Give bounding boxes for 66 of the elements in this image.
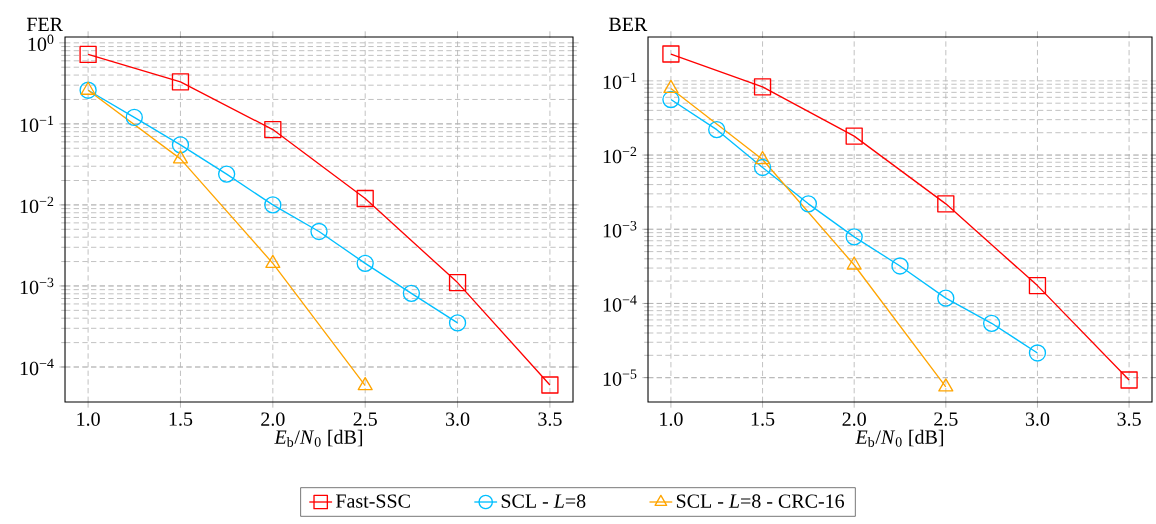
x-tick-label: 1.5 — [751, 412, 775, 426]
point — [79, 45, 97, 64]
point — [662, 45, 680, 63]
point — [310, 222, 328, 241]
point — [1028, 344, 1047, 362]
point — [708, 120, 726, 139]
point — [171, 73, 190, 91]
x-tick-label: 2.5 — [353, 412, 377, 426]
x-tick-label: 3.5 — [1117, 412, 1141, 426]
y-tick-label: 10$^{−4}$ — [603, 295, 637, 312]
point — [264, 196, 282, 214]
point — [846, 256, 862, 270]
point — [982, 314, 1001, 332]
point — [663, 79, 679, 94]
point — [845, 127, 863, 145]
point — [125, 108, 143, 127]
point — [753, 158, 772, 177]
point — [937, 195, 955, 213]
point — [845, 228, 863, 246]
legend-label: SCL - L=8 — [501, 494, 586, 508]
point — [937, 289, 955, 307]
point — [172, 150, 189, 164]
point — [356, 254, 374, 273]
x-axis-title: E$_{b}$/N$_{0}$ [dB] — [855, 429, 944, 447]
y-tick-label: 10$^{−3}$ — [20, 277, 54, 295]
point — [754, 150, 771, 165]
point — [264, 120, 282, 139]
point — [448, 273, 467, 292]
point — [541, 376, 559, 394]
legend-label: SCL - L=8 - CRC-16 — [676, 494, 845, 508]
x-tick-label: 1.0 — [77, 412, 100, 426]
point — [356, 189, 374, 208]
point — [357, 376, 373, 391]
y-axis-title: BER — [608, 17, 648, 31]
point — [448, 314, 467, 332]
point — [217, 165, 236, 183]
point — [753, 78, 772, 96]
point — [171, 136, 190, 154]
y-tick-label: 10$^{0}$ — [28, 34, 54, 52]
y-tick-label: 10$^{−3}$ — [603, 221, 637, 238]
point — [799, 195, 818, 213]
x-tick-label: 3.0 — [446, 412, 470, 426]
legend-label: Fast-SSC — [335, 494, 410, 508]
x-tick-label: 1.0 — [660, 412, 683, 426]
point — [79, 81, 97, 99]
y-tick-label: 10$^{−4}$ — [20, 358, 54, 376]
y-axis-title: FER — [26, 17, 63, 31]
point — [402, 284, 421, 303]
y-tick-label: 10$^{−5}$ — [603, 369, 637, 386]
point — [1120, 371, 1138, 389]
point — [891, 257, 909, 275]
x-tick-label: 3.0 — [1025, 412, 1050, 426]
point — [662, 90, 680, 109]
x-tick-label: 2.0 — [842, 412, 866, 426]
point — [1028, 276, 1047, 295]
x-tick-label: 1.5 — [169, 412, 193, 426]
x-tick-label: 2.0 — [261, 412, 285, 426]
x-tick-label: 3.5 — [538, 412, 562, 426]
point — [265, 254, 281, 269]
y-tick-label: 10$^{−2}$ — [20, 196, 54, 214]
x-axis-title: E$_{b}$/N$_{0}$ [dB] — [274, 429, 363, 447]
point — [938, 378, 954, 392]
y-tick-label: 10$^{−2}$ — [603, 146, 637, 164]
x-tick-label: 2.5 — [934, 412, 958, 426]
y-tick-label: 10$^{−1}$ — [20, 115, 54, 133]
y-tick-label: 10$^{−1}$ — [603, 72, 637, 90]
